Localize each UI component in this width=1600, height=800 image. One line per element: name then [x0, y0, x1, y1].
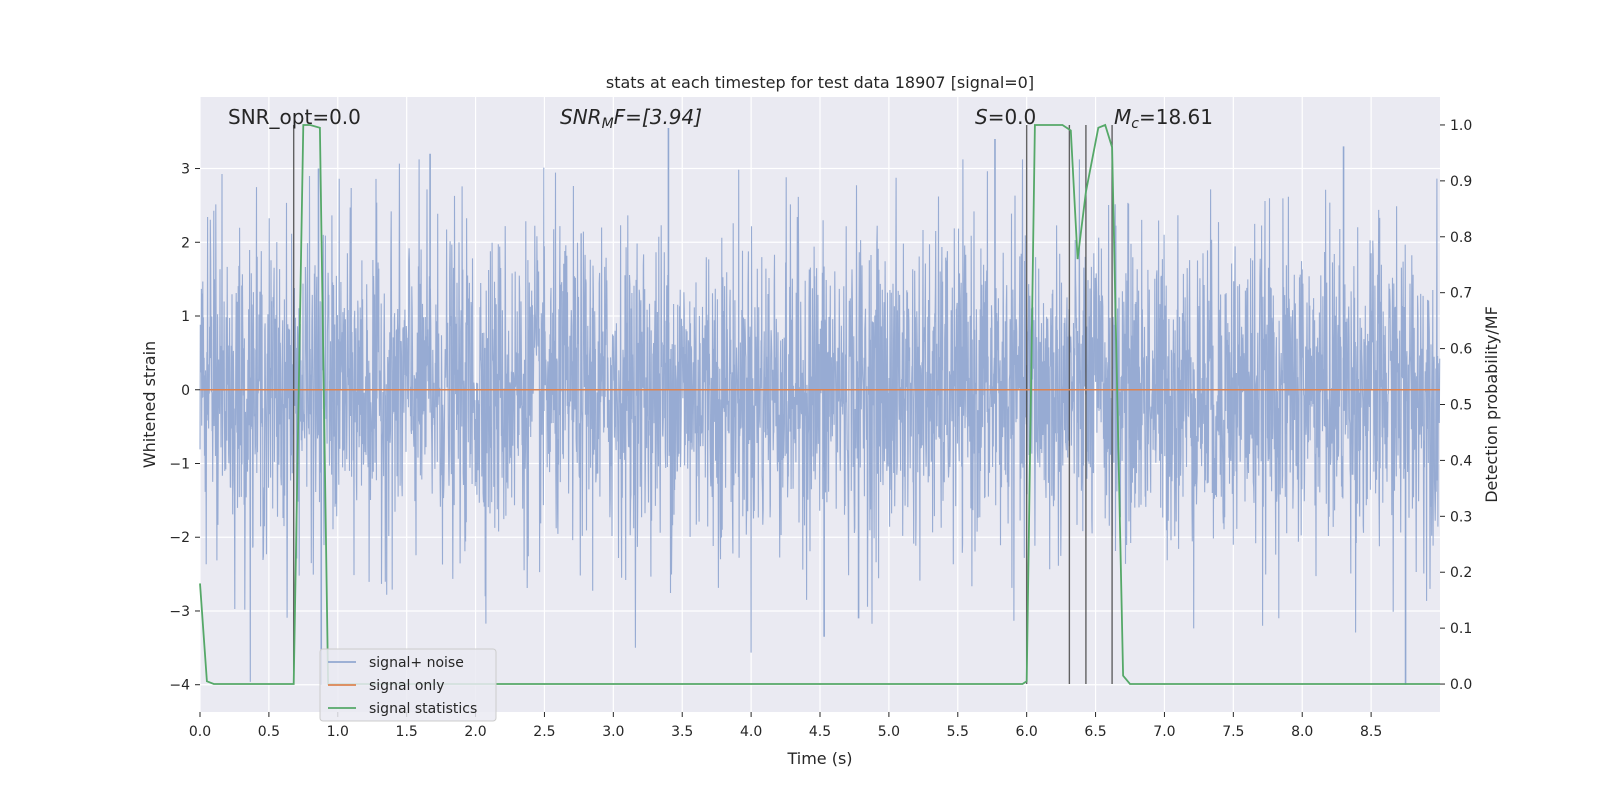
signal-statistics-line — [199, 123, 1440, 685]
y2-axis-ticks: 0.0 0.1 0.2 0.3 0.4 0.5 0.6 0.7 0.8 0.9 1.0 — [1440, 118, 1472, 693]
y-tick-label: 0 — [181, 383, 190, 399]
annotation-snr-opt: SNR_opt=0.0 — [228, 105, 361, 129]
x-tick-label: 5.0 — [878, 724, 900, 740]
x-tick-label: 3.5 — [671, 724, 693, 740]
annotation-s-value: =0.0 — [988, 105, 1037, 129]
annotation-mc-symbol: M — [1114, 105, 1131, 129]
annotation-s: S=0.0 — [975, 105, 1036, 129]
x-tick-label: 0.0 — [189, 724, 211, 740]
y2-tick-label: 0.7 — [1450, 286, 1472, 302]
x-tick-label: 0.5 — [258, 724, 280, 740]
annotation-s-symbol: S — [975, 105, 988, 129]
x-tick-label: 6.0 — [1016, 724, 1038, 740]
annotation-snr-mf-symbol: SNR — [560, 105, 602, 129]
y-tick-label: −3 — [169, 604, 190, 620]
series-signal-noise — [199, 127, 1441, 685]
y2-tick-label: 0.2 — [1450, 565, 1472, 581]
y-tick-label: −4 — [169, 678, 190, 694]
x-tick-label: 4.0 — [740, 724, 762, 740]
legend: signal+ noise signal only signal statistic… — [319, 648, 497, 722]
y-axis-label: Whitened strain — [140, 341, 159, 468]
annotation-mc-subscript: c — [1131, 116, 1139, 132]
x-tick-label: 7.5 — [1222, 724, 1244, 740]
legend-box — [319, 648, 497, 722]
x-tick-label: 3.0 — [602, 724, 624, 740]
y2-tick-label: 0.4 — [1450, 453, 1472, 469]
annotation-snr-mf-subscript: M — [602, 116, 614, 132]
chart-title: stats at each timestep for test data 189… — [606, 73, 1034, 92]
annotation-mc-value: =18.61 — [1139, 105, 1213, 129]
x-tick-label: 2.5 — [533, 724, 555, 740]
x-tick-label: 1.0 — [327, 724, 349, 740]
y-tick-label: 1 — [181, 309, 190, 325]
x-tick-label: 8.0 — [1291, 724, 1313, 740]
signal-noise-line — [199, 159, 1441, 682]
x-tick-label: 6.5 — [1084, 724, 1106, 740]
y2-tick-label: 0.0 — [1450, 677, 1472, 693]
y-tick-label: −1 — [169, 456, 190, 472]
y2-tick-label: 0.1 — [1450, 621, 1472, 637]
y2-axis-label: Detection probability/MF — [1482, 306, 1501, 503]
y2-tick-label: 0.6 — [1450, 342, 1472, 358]
x-tick-label: 2.0 — [464, 724, 486, 740]
annotation-snr-mf: SNRMF=[3.94] — [560, 105, 702, 132]
x-tick-label: 4.5 — [809, 724, 831, 740]
x-axis-ticks: 0.0 0.5 1.0 1.5 2.0 2.5 3.0 3.5 4.0 4.5 5.0 5.5 6.0 6… — [189, 712, 1382, 740]
annotation-snr-mf-value: F=[3.94] — [614, 105, 702, 129]
x-tick-label: 5.5 — [947, 724, 969, 740]
y-tick-label: 3 — [181, 162, 190, 178]
series-signal-statistics — [199, 123, 1440, 685]
legend-entry: signal only — [369, 678, 444, 694]
x-tick-label: 8.5 — [1360, 724, 1382, 740]
y2-tick-label: 0.3 — [1450, 509, 1472, 525]
y2-tick-label: 0.5 — [1450, 398, 1472, 414]
y-tick-label: −2 — [169, 530, 190, 546]
annotation-mc: Mc=18.61 — [1114, 105, 1213, 132]
y-axis-ticks: −4 −3 −2 −1 0 1 2 3 — [169, 162, 200, 694]
x-tick-label: 1.5 — [396, 724, 418, 740]
y2-tick-label: 0.8 — [1450, 230, 1472, 246]
y2-tick-label: 0.9 — [1450, 174, 1472, 190]
legend-entry: signal statistics — [369, 701, 477, 717]
y-tick-label: 2 — [181, 235, 190, 251]
y2-tick-label: 1.0 — [1450, 118, 1472, 134]
x-tick-label: 7.0 — [1153, 724, 1175, 740]
x-axis-label: Time (s) — [786, 749, 852, 768]
legend-entry: signal+ noise — [369, 655, 464, 671]
vertical-markers — [292, 124, 1113, 685]
